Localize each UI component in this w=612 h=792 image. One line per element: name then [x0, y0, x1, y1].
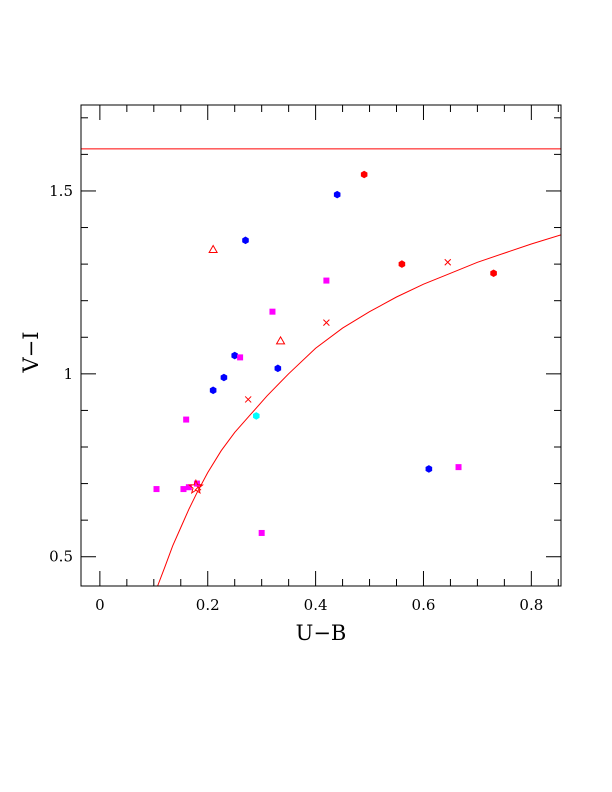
data-point [269, 308, 276, 315]
data-point [153, 486, 160, 493]
data-point [425, 465, 433, 473]
plot-lines [81, 148, 561, 586]
data-point [252, 412, 260, 420]
data-point [180, 486, 187, 493]
data-point [333, 190, 341, 199]
y-tick-label: 1 [63, 365, 73, 383]
y-tick-label: 1.5 [49, 182, 73, 200]
y-axis-title: V−I [19, 331, 43, 373]
curve-marker [244, 396, 252, 403]
data-point [258, 529, 265, 536]
data-point [242, 236, 249, 245]
curve-marker [323, 319, 330, 326]
data-point [274, 364, 282, 373]
data-point [237, 354, 244, 361]
data-point [220, 373, 228, 382]
data-point [490, 269, 497, 278]
y-tick-label: 0.5 [49, 548, 73, 566]
curve-marker [444, 258, 452, 266]
data-point [275, 335, 286, 345]
data-point [185, 484, 192, 491]
x-axis-title: U−B [296, 621, 347, 645]
data-point [187, 478, 204, 495]
data-points [153, 170, 497, 536]
x-tick-label: 0.2 [196, 596, 220, 614]
model-curve [157, 234, 561, 586]
data-point [231, 351, 238, 360]
data-point [455, 464, 462, 471]
data-point [208, 244, 218, 253]
data-point [209, 386, 217, 395]
x-tick-label: 0.8 [519, 596, 543, 614]
data-point [360, 170, 368, 179]
tick-labels: 0 0.2 0.4 0.6 0.8 0.5 1 1.5 [49, 182, 543, 614]
data-point [398, 260, 406, 268]
plot-frame [80, 104, 562, 587]
data-point [183, 416, 190, 423]
data-point [323, 277, 330, 284]
x-tick-label: 0.6 [412, 596, 436, 614]
x-tick-label: 0.4 [304, 596, 328, 614]
x-tick-label: 0 [95, 596, 105, 614]
axis-ticks [81, 105, 561, 586]
